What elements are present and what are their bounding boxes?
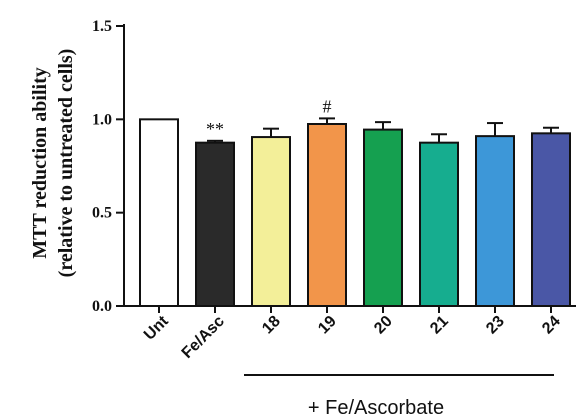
- bar-unt: [139, 118, 179, 308]
- x-tick-label: 18: [259, 313, 284, 338]
- y-axis-title: MTT reduction ability (relative to untre…: [29, 49, 77, 278]
- x-tick-label: 24: [539, 313, 564, 338]
- x-tick-label: Fe/Asc: [179, 313, 228, 362]
- group-label: + Fe/Ascorbate: [308, 397, 444, 419]
- bar-18: [251, 136, 291, 307]
- plot-area: 0.0 0.5 1.0 1.5 Unt ** Fe/Asc 18 #19 20 21 23 24: [92, 18, 576, 362]
- bar-23: [475, 135, 515, 307]
- y-tick-label: 0.0: [92, 298, 112, 315]
- bar-fe-asc: [195, 141, 235, 307]
- y-tick-label: 0.5: [92, 205, 112, 222]
- y-axis-title-line-2: (relative to untreated cells): [55, 49, 77, 278]
- significance-annotation: #: [323, 96, 332, 116]
- bar-19: [307, 123, 347, 307]
- bar-20: [363, 128, 403, 307]
- x-tick-label: 19: [315, 313, 340, 338]
- bar-21: [419, 141, 459, 307]
- x-tick-label: 20: [371, 313, 396, 338]
- y-tick-label: 1.0: [92, 111, 112, 128]
- x-tick-label: 21: [427, 313, 452, 338]
- y-tick-label: 1.5: [92, 18, 112, 35]
- group-annotation: + Fe/Ascorbate: [244, 374, 554, 419]
- significance-annotation: **: [206, 119, 224, 139]
- y-axis-title-line-1: MTT reduction ability: [29, 67, 51, 259]
- x-tick-label: 23: [483, 313, 508, 338]
- x-tick-label: Unt: [141, 312, 172, 343]
- bar-24: [531, 132, 571, 307]
